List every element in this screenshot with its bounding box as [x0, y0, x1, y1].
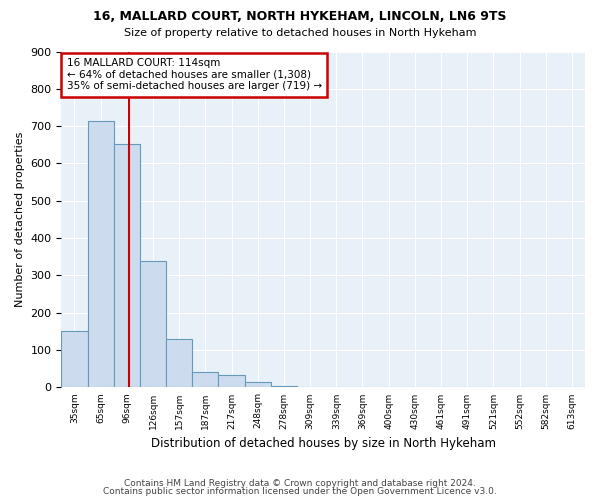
Bar [61, 330, 88, 388]
Bar [140, 260, 166, 388]
Text: 16, MALLARD COURT, NORTH HYKEHAM, LINCOLN, LN6 9TS: 16, MALLARD COURT, NORTH HYKEHAM, LINCOL… [93, 10, 507, 23]
Text: 16 MALLARD COURT: 114sqm
← 64% of detached houses are smaller (1,308)
35% of sem: 16 MALLARD COURT: 114sqm ← 64% of detach… [67, 58, 322, 92]
Y-axis label: Number of detached properties: Number of detached properties [15, 132, 25, 307]
Bar [245, 382, 271, 388]
X-axis label: Distribution of detached houses by size in North Hykeham: Distribution of detached houses by size … [151, 437, 496, 450]
Bar [271, 386, 297, 388]
Bar [114, 144, 140, 388]
Bar [218, 376, 245, 388]
Text: Contains public sector information licensed under the Open Government Licence v3: Contains public sector information licen… [103, 487, 497, 496]
Bar [88, 122, 114, 388]
Text: Size of property relative to detached houses in North Hykeham: Size of property relative to detached ho… [124, 28, 476, 38]
Bar [193, 372, 218, 388]
Text: Contains HM Land Registry data © Crown copyright and database right 2024.: Contains HM Land Registry data © Crown c… [124, 478, 476, 488]
Bar [166, 339, 193, 388]
